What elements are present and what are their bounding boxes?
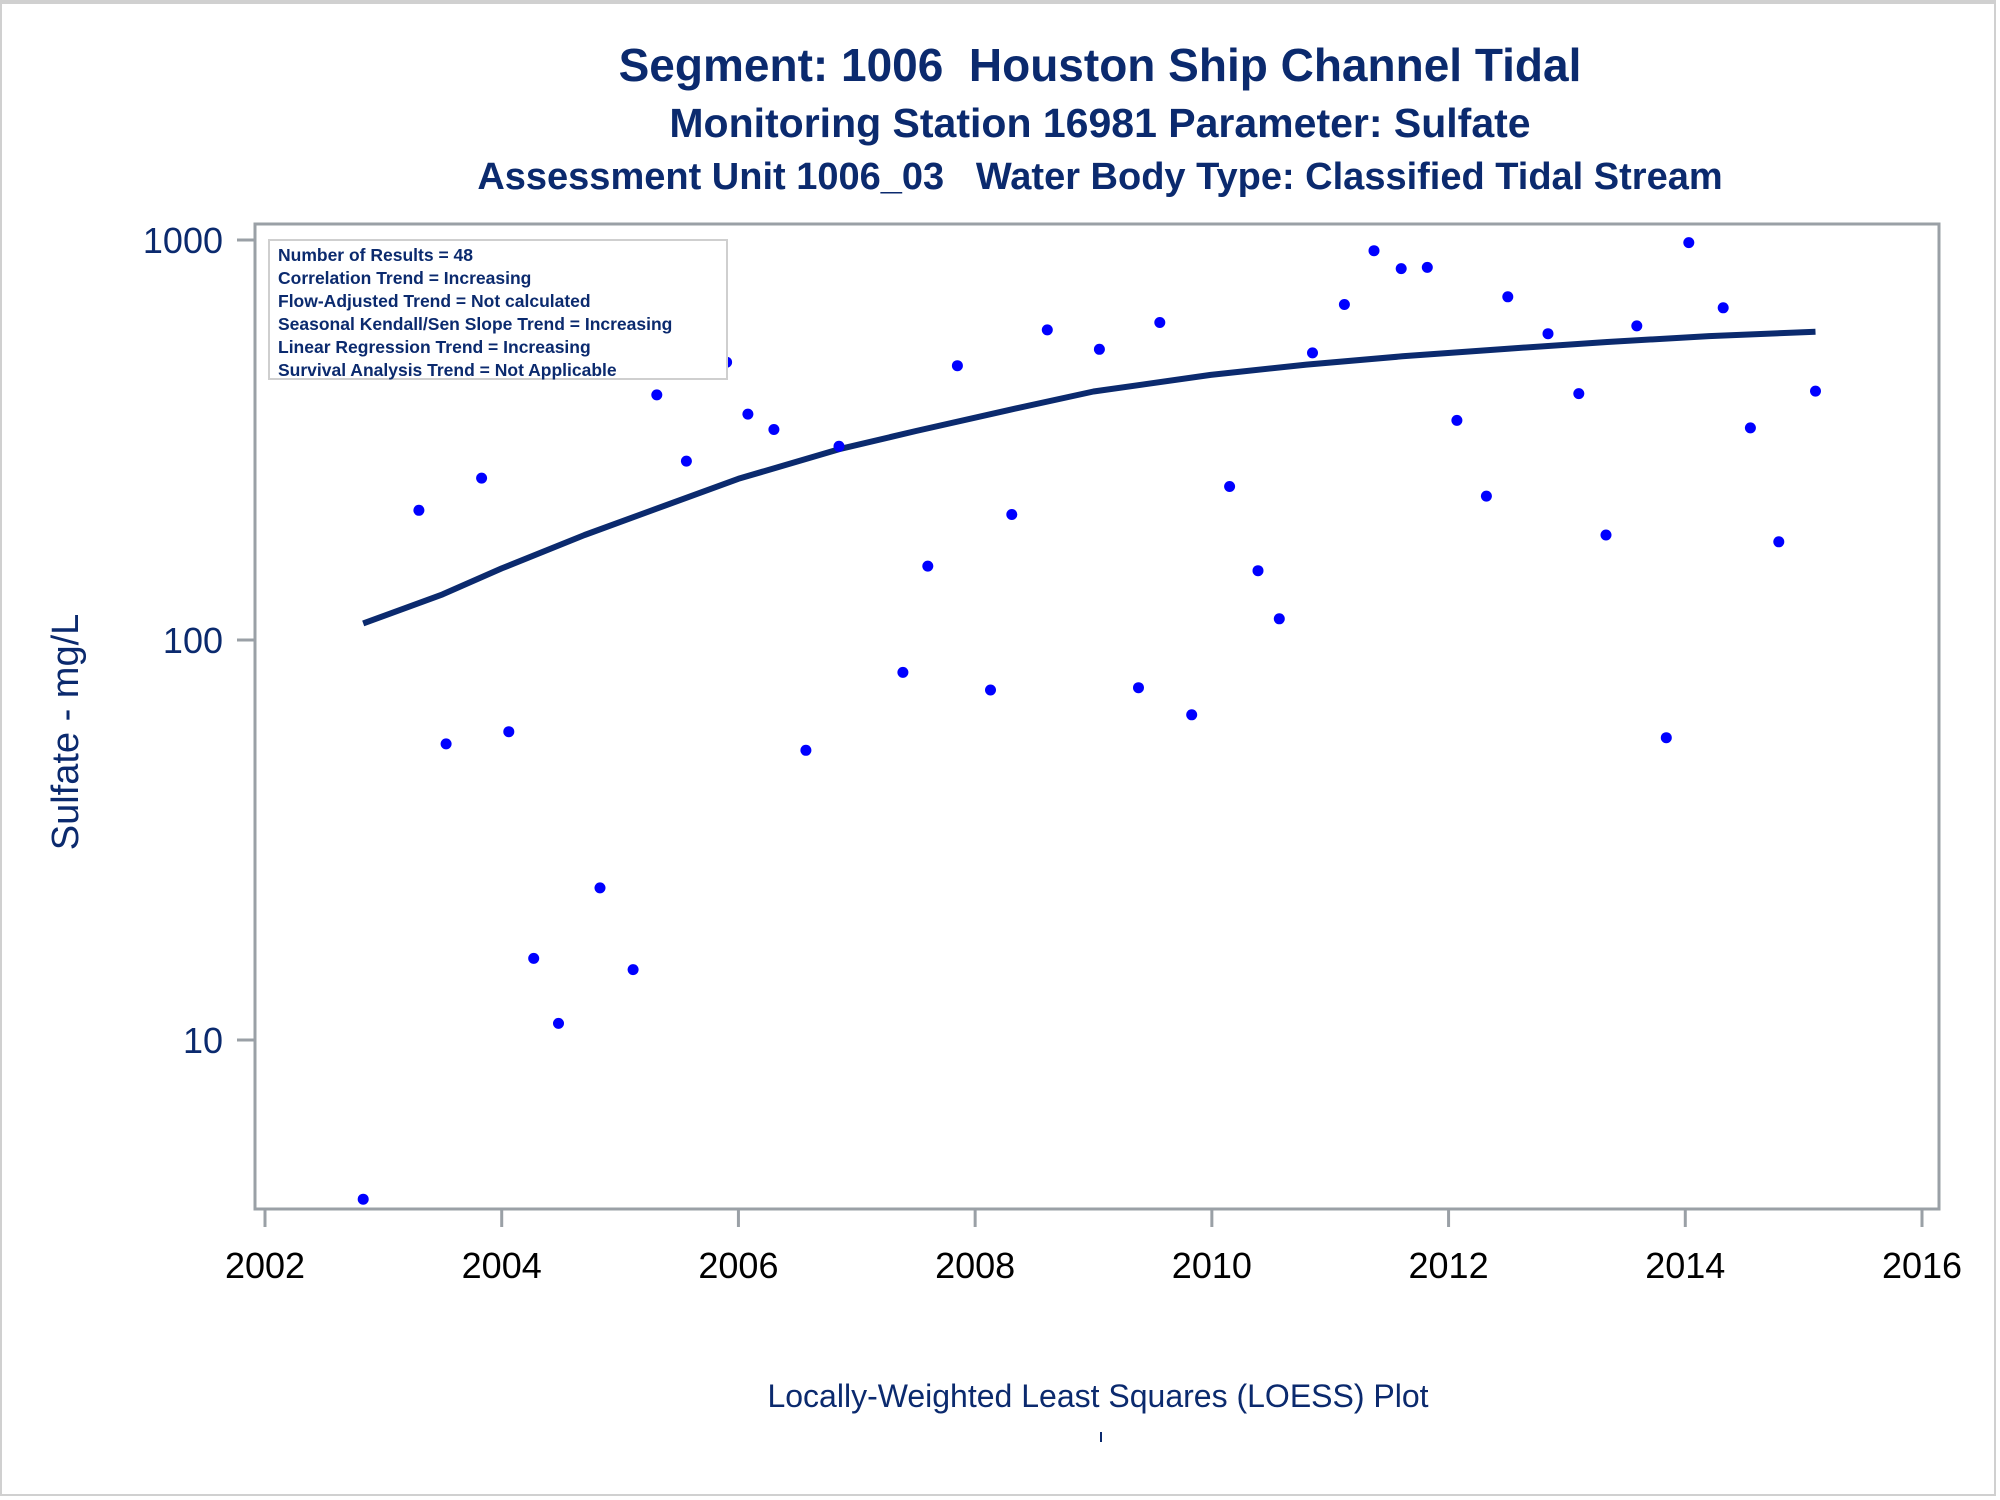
data-point — [627, 964, 639, 976]
data-point — [1542, 328, 1554, 340]
x-tick-label: 2006 — [698, 1245, 778, 1286]
y-tick-label: 100 — [163, 620, 223, 661]
data-point — [1186, 709, 1198, 721]
data-point — [357, 1193, 369, 1205]
data-point — [680, 455, 692, 467]
data-point — [1683, 237, 1695, 249]
y-axis-label: Sulfate - mg/L — [45, 614, 87, 851]
plot-footnote: Locally-Weighted Least Squares (LOESS) P… — [767, 1378, 1429, 1414]
data-point — [951, 360, 963, 372]
y-tick-label: 10 — [183, 1020, 223, 1061]
x-tick-label: 2012 — [1409, 1245, 1489, 1286]
data-point — [594, 882, 606, 894]
data-point — [1154, 317, 1166, 328]
x-tick-label: 2016 — [1882, 1245, 1962, 1286]
data-point — [1133, 682, 1144, 694]
data-point — [1480, 490, 1492, 502]
data-point — [1421, 261, 1433, 273]
data-point — [1307, 347, 1318, 359]
data-point — [440, 738, 452, 750]
info-correlation-trend: Correlation Trend = Increasing — [278, 268, 532, 288]
data-point — [1744, 422, 1756, 434]
data-point — [553, 1017, 564, 1029]
y-tick-label: 1000 — [143, 220, 223, 261]
data-point — [1041, 324, 1053, 336]
x-tick-label: 2008 — [935, 1245, 1015, 1286]
data-point — [1395, 263, 1407, 275]
data-point — [651, 389, 663, 401]
chart-title: Segment: 1006 Houston Ship Channel Tidal — [618, 39, 1582, 91]
data-point — [985, 684, 996, 696]
data-point — [833, 440, 845, 452]
plot-area-border — [253, 222, 1941, 1211]
data-point — [800, 744, 812, 756]
data-point — [1006, 509, 1018, 520]
data-point — [1600, 529, 1612, 541]
info-linear-regression-trend: Linear Regression Trend = Increasing — [278, 337, 591, 357]
data-point — [1631, 320, 1643, 332]
data-point — [1273, 613, 1285, 625]
data-point — [1573, 388, 1585, 400]
chart-subtitle: Monitoring Station 16981 Parameter: Sulf… — [669, 100, 1531, 146]
data-point — [922, 560, 934, 572]
x-tick-label: 2014 — [1645, 1245, 1725, 1286]
data-point — [1502, 291, 1514, 303]
x-tick-label: 2004 — [462, 1245, 542, 1286]
data-point — [503, 726, 515, 738]
data-point — [1252, 565, 1264, 577]
data-point — [768, 424, 780, 435]
data-point — [413, 504, 425, 516]
data-point — [1810, 385, 1821, 397]
info-results-count: Number of Results = 48 — [278, 245, 473, 265]
data-point — [1368, 245, 1380, 257]
data-point — [1717, 302, 1729, 314]
data-point — [1093, 343, 1105, 355]
data-point — [897, 666, 909, 678]
footnote-mark — [1100, 1432, 1102, 1442]
data-point — [528, 952, 540, 964]
loess-line — [362, 328, 1816, 627]
info-seasonal-kendall-trend: Seasonal Kendall/Sen Slope Trend = Incre… — [278, 314, 673, 334]
data-point — [1660, 732, 1672, 744]
info-flow-adjusted-trend: Flow-Adjusted Trend = Not calculated — [278, 291, 591, 311]
info-survival-analysis-trend: Survival Analysis Trend = Not Applicable — [278, 360, 617, 380]
data-point — [1338, 299, 1350, 310]
x-tick-label: 2010 — [1172, 1245, 1252, 1286]
data-point — [1451, 414, 1463, 426]
stats-info-box: Number of Results = 48 Correlation Trend… — [268, 239, 728, 380]
chart-subtitle-2: Assessment Unit 1006_03 Water Body Type:… — [477, 156, 1723, 198]
data-point — [742, 408, 754, 420]
data-point — [476, 472, 488, 484]
data-point — [1224, 481, 1236, 492]
x-tick-label: 2002 — [225, 1245, 305, 1286]
data-point — [1773, 536, 1785, 548]
